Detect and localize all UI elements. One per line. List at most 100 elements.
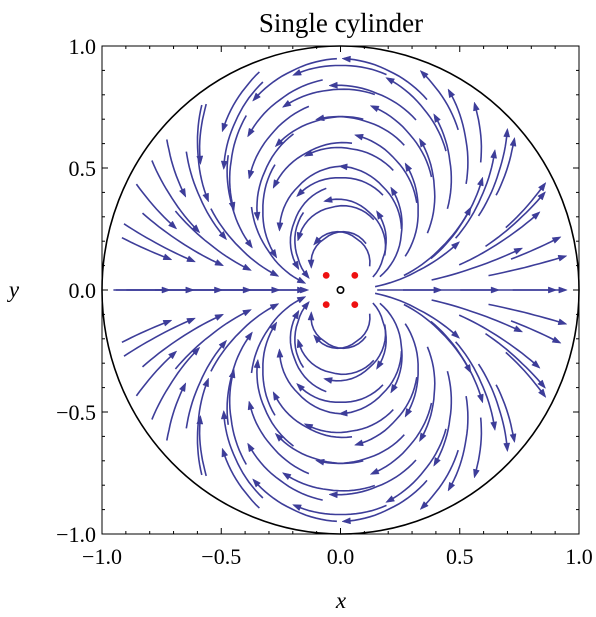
streamline-arrowhead [342,56,351,62]
streamline-arrowhead [552,237,561,243]
streamline [373,212,386,277]
streamline-arrowhead [187,318,196,324]
streamline-arrowhead [355,440,364,446]
x-tick-label: −0.5 [201,544,241,569]
streamline [479,364,508,449]
streamline [375,293,458,337]
streamline-arrowhead [405,163,412,172]
streamline-arrowhead [186,287,194,293]
streamline [318,117,405,146]
streamline [479,131,508,216]
streamline [422,72,459,130]
y-tick-label: −1.0 [56,522,96,547]
streamline [254,480,337,521]
streamline [284,474,375,491]
streamline [277,117,364,146]
y-tick-label: −0.5 [56,400,96,425]
streamline-arrowhead [248,170,254,179]
streamline-arrowhead [448,482,455,491]
streamline [405,324,418,416]
streamline-arrowhead [434,114,441,123]
streamline-arrowhead [179,188,185,197]
streamline-arrowhead [222,123,228,132]
streamline [475,104,482,162]
streamline-arrowhead [477,177,483,186]
streamline-arrowhead [270,270,279,277]
streamline-arrowhead [473,102,479,111]
streamline-arrowhead [297,297,306,303]
streamline-arrowhead [272,287,280,293]
streamline-arrowhead [297,277,306,283]
streamline [223,450,260,508]
streamline-arrowhead [229,369,235,378]
streamline [124,319,194,356]
red-point [323,301,330,308]
streamline-arrowhead [491,150,497,159]
streamline-arrowhead [419,433,426,442]
streamline [298,206,374,239]
streamline-arrowhead [308,312,314,320]
streamline [254,59,337,100]
streamline-arrowhead [434,457,441,466]
streamline-arrowhead [448,89,455,98]
x-tick-label: 0.0 [327,544,355,569]
streamline-arrowhead [222,448,228,457]
red-point [323,272,330,279]
streamline-arrowhead [163,254,172,260]
streamline-arrowhead [297,339,303,348]
streamline [318,435,405,464]
x-tick-label: 1.0 [565,544,593,569]
streamline-arrowhead [370,468,379,474]
streamline-arrowhead [376,211,383,220]
streamline [405,165,418,257]
streamline-arrowhead [370,106,379,112]
streamline-arrowhead [405,408,412,417]
streamline-arrowhead [162,287,170,293]
streamline-arrowhead [355,134,364,140]
streamline [341,166,402,229]
streamline [375,243,458,287]
streamline-arrowhead [329,492,337,498]
streamline-arrowhead [339,410,348,416]
streamline-arrowhead [558,319,567,325]
x-tick-label: −1.0 [82,544,122,569]
streamline [506,352,545,396]
streamline [449,396,468,489]
streamline-arrowhead [292,261,299,270]
chart-title: Single cylinder [259,8,423,38]
red-point [351,301,358,308]
streamline-arrowhead [187,256,196,262]
streamline-arrowhead [292,310,299,319]
streamline-arrowhead [277,349,283,357]
streamline [475,418,482,476]
streamline [344,59,427,100]
x-axis-label: x [335,588,347,613]
streamline-arrowhead [203,378,209,387]
streamline [167,385,185,441]
streamline-arrowhead [386,496,395,503]
streamline [506,184,545,228]
streamline-arrowhead [282,473,291,480]
streamline [331,460,416,495]
streamline [274,393,352,437]
streamline [373,303,386,368]
streamline [295,505,387,514]
streamline-arrowhead [203,193,209,202]
streamline-arrowhead [277,223,283,231]
streamline [331,85,416,120]
streamline [298,341,374,374]
streamline-arrowhead [308,260,314,268]
streamline [489,304,565,323]
streamline [122,238,170,259]
streamline-arrowhead [342,518,351,524]
streamline-arrowhead [504,128,510,137]
streamline-arrowhead [282,100,291,107]
streamline [449,91,468,184]
red-point [351,272,358,279]
streamline-arrowhead [179,383,185,392]
streamline [315,232,370,267]
streamline-arrowhead [254,359,260,368]
y-tick-label: 0.5 [69,156,97,181]
plot-area: −1.0 −0.5 0.0 0.5 1.0 −1.0 −0.5 0.0 0.5 1.0 [56,34,593,569]
